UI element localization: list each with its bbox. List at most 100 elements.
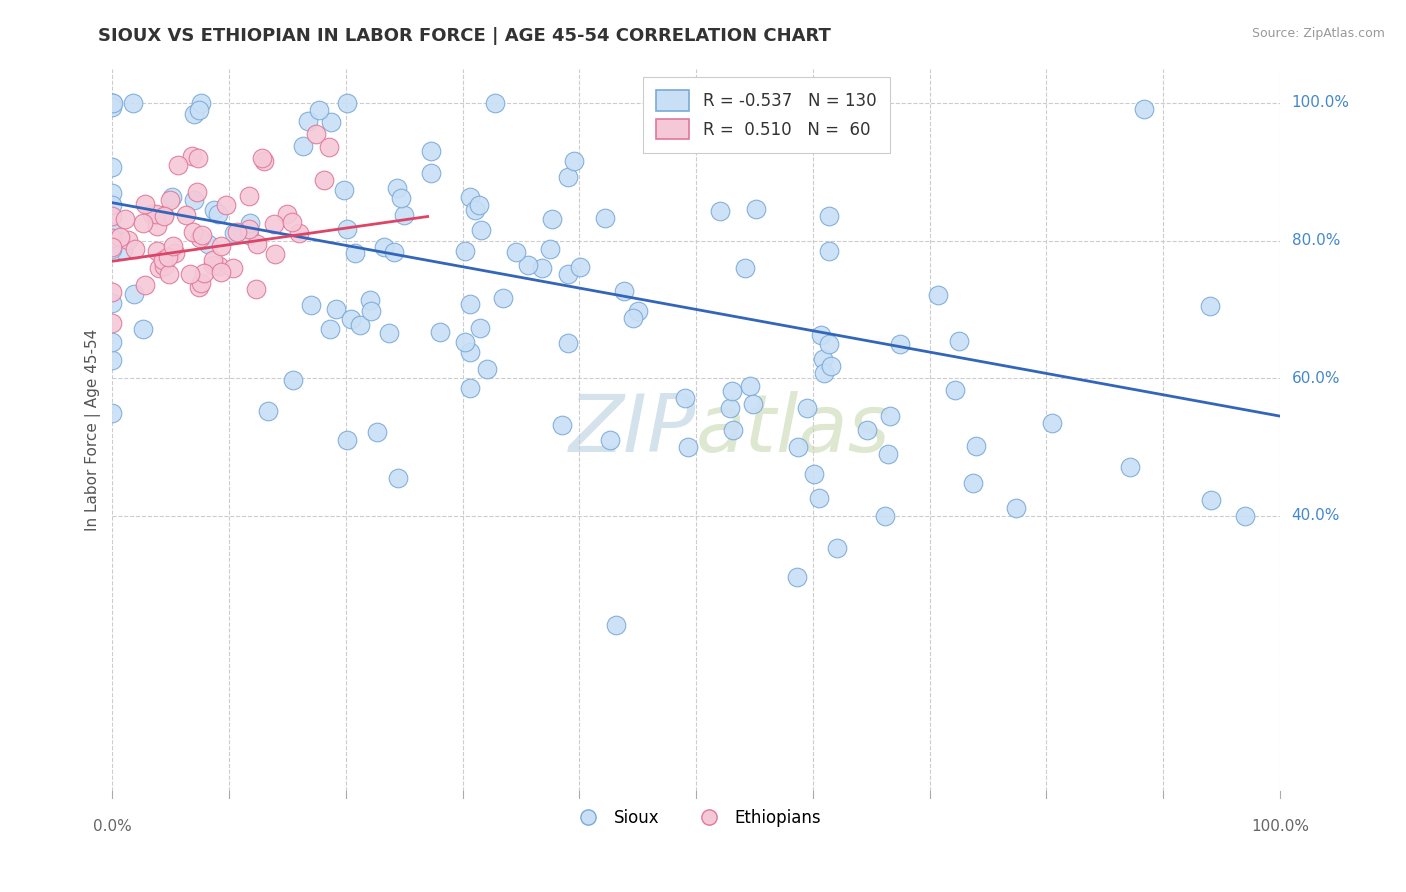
- Point: [181, 226, 204, 240]
- Text: 60.0%: 60.0%: [1292, 371, 1340, 385]
- Point: [132, 322, 155, 336]
- Point: [562, 154, 585, 169]
- Point: [818, 337, 841, 351]
- Point: [101, 296, 124, 310]
- Point: [468, 198, 491, 212]
- Point: [101, 198, 124, 212]
- Point: [101, 186, 124, 200]
- Point: [101, 95, 124, 110]
- Point: [725, 129, 748, 144]
- Point: [101, 231, 124, 245]
- Point: [1005, 500, 1028, 515]
- Point: [122, 95, 145, 110]
- Point: [101, 285, 124, 299]
- Point: [336, 222, 359, 236]
- Point: [101, 316, 124, 330]
- Point: [222, 261, 245, 276]
- Point: [281, 373, 304, 387]
- Point: [291, 139, 314, 153]
- Point: [484, 95, 506, 110]
- Point: [1201, 493, 1223, 508]
- Point: [741, 397, 763, 411]
- Point: [557, 169, 579, 184]
- Point: [188, 231, 211, 245]
- Point: [250, 151, 273, 165]
- Point: [810, 328, 832, 343]
- Point: [1119, 459, 1142, 474]
- Point: [308, 103, 330, 118]
- Point: [159, 193, 181, 207]
- Point: [879, 409, 901, 423]
- Point: [325, 302, 347, 317]
- Point: [531, 260, 554, 275]
- Point: [359, 293, 381, 308]
- Point: [825, 541, 848, 556]
- Point: [613, 284, 636, 298]
- Point: [429, 326, 451, 340]
- Point: [101, 239, 124, 253]
- Text: 0.0%: 0.0%: [93, 819, 132, 834]
- Point: [145, 244, 167, 259]
- Point: [222, 226, 245, 240]
- Point: [333, 182, 356, 196]
- Point: [208, 260, 231, 274]
- Point: [387, 471, 409, 485]
- Point: [103, 95, 125, 110]
- Point: [162, 239, 184, 253]
- Point: [492, 291, 515, 305]
- Point: [186, 186, 208, 200]
- Point: [114, 212, 136, 227]
- Point: [101, 95, 124, 110]
- Point: [181, 149, 204, 163]
- Point: [209, 239, 232, 253]
- Point: [458, 381, 481, 395]
- Point: [207, 207, 229, 221]
- Point: [1233, 509, 1256, 524]
- Point: [204, 202, 226, 217]
- Point: [605, 618, 627, 632]
- Point: [419, 144, 441, 158]
- Point: [343, 245, 366, 260]
- Point: [1198, 299, 1220, 313]
- Text: 40.0%: 40.0%: [1292, 508, 1340, 524]
- Point: [1133, 102, 1156, 116]
- Point: [238, 222, 260, 236]
- Point: [148, 260, 170, 275]
- Point: [245, 282, 267, 296]
- Point: [811, 351, 834, 366]
- Point: [280, 215, 302, 229]
- Point: [141, 207, 163, 221]
- Text: 100.0%: 100.0%: [1251, 819, 1309, 834]
- Point: [817, 244, 839, 258]
- Point: [188, 103, 211, 118]
- Point: [948, 334, 970, 348]
- Point: [373, 240, 395, 254]
- Point: [239, 216, 262, 230]
- Text: SIOUX VS ETHIOPIAN IN LABOR FORCE | AGE 45-54 CORRELATION CHART: SIOUX VS ETHIOPIAN IN LABOR FORCE | AGE …: [98, 27, 831, 45]
- Point: [287, 226, 309, 240]
- Point: [394, 208, 416, 222]
- Point: [145, 207, 167, 221]
- Point: [179, 267, 201, 281]
- Point: [366, 425, 388, 439]
- Point: [101, 406, 124, 420]
- Point: [673, 391, 696, 405]
- Point: [877, 447, 900, 461]
- Point: [796, 401, 818, 416]
- Point: [389, 191, 412, 205]
- Point: [101, 334, 124, 349]
- Point: [305, 127, 328, 141]
- Point: [557, 336, 579, 351]
- Point: [209, 265, 232, 279]
- Point: [202, 258, 225, 272]
- Point: [226, 225, 249, 239]
- Point: [238, 227, 260, 242]
- Point: [820, 359, 842, 374]
- Point: [152, 210, 174, 224]
- Point: [215, 198, 238, 212]
- Point: [336, 95, 359, 110]
- Point: [246, 237, 269, 252]
- Point: [745, 202, 768, 216]
- Point: [183, 107, 205, 121]
- Point: [336, 434, 359, 448]
